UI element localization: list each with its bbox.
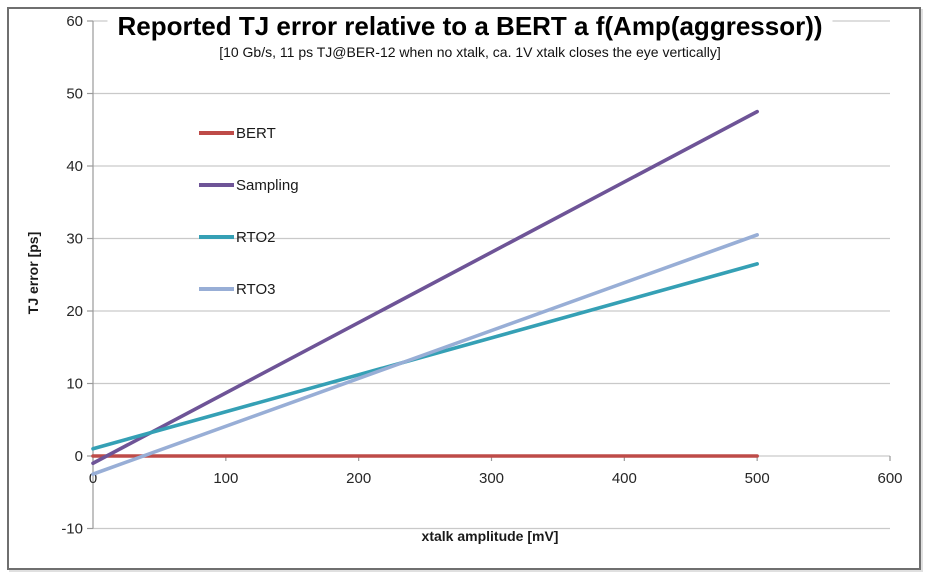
legend-swatch-bert	[199, 131, 234, 135]
legend-swatch-rto3	[199, 287, 234, 291]
chart-subtitle: [10 Gb/s, 11 ps TJ@BER-12 when no xtalk,…	[219, 44, 721, 60]
y-tick-label: 30	[66, 231, 83, 248]
legend-item-sampling: Sampling	[199, 175, 299, 195]
x-tick-label: 400	[612, 470, 637, 487]
x-tick-label: 200	[346, 470, 371, 487]
x-tick-label: 500	[745, 470, 770, 487]
legend-item-rto3: RTO3	[199, 279, 275, 299]
legend-item-rto2: RTO2	[199, 227, 275, 247]
x-tick-label: 0	[89, 470, 97, 487]
x-tick-label: 600	[877, 470, 902, 487]
y-tick-label: 10	[66, 376, 83, 393]
y-tick-label: 50	[66, 86, 83, 103]
y-axis-title: TJ error [ps]	[25, 231, 41, 315]
y-tick-label: -10	[61, 521, 83, 538]
legend-label-rto2: RTO2	[236, 228, 276, 246]
y-tick-label: 60	[66, 13, 83, 30]
legend-label-rto3: RTO3	[236, 280, 276, 298]
chart-title-block: Reported TJ error relative to a BERT a f…	[107, 9, 833, 60]
chart-title: Reported TJ error relative to a BERT a f…	[117, 11, 823, 41]
series-line-sampling	[91, 109, 759, 466]
x-tick-label: 300	[479, 470, 504, 487]
y-tick-label: 40	[66, 158, 83, 175]
legend-item-bert: BERT	[199, 123, 276, 143]
y-tick-label: 20	[66, 303, 83, 320]
series-line-rto3	[91, 233, 759, 476]
y-tick-label: 0	[75, 448, 83, 465]
legend-label-bert: BERT	[236, 124, 276, 142]
legend-swatch-sampling	[199, 183, 234, 187]
legend-swatch-rto2	[199, 235, 234, 239]
x-axis-title: xtalk amplitude [mV]	[421, 528, 559, 544]
x-tick-label: 100	[213, 470, 238, 487]
legend-label-sampling: Sampling	[236, 176, 299, 194]
